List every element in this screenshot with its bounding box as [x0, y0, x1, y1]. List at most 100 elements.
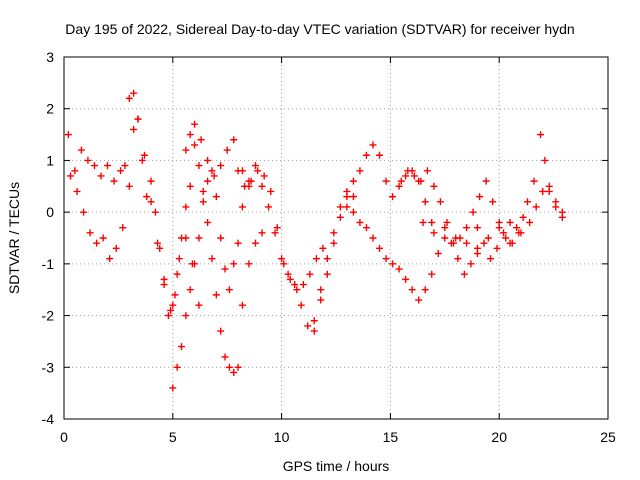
data-point	[143, 193, 151, 201]
data-point	[251, 162, 259, 170]
data-point	[441, 224, 449, 232]
data-point	[293, 286, 301, 294]
data-point	[502, 234, 510, 242]
data-point	[323, 270, 331, 278]
data-point	[362, 224, 370, 232]
data-point	[204, 177, 212, 185]
data-point	[523, 198, 531, 206]
axis-ticks: 0 5 10 15 20 25 -4 -3 -2 -1 0 1 2 3	[42, 49, 616, 445]
data-point	[267, 187, 275, 195]
data-point	[382, 255, 390, 263]
data-point	[389, 193, 397, 201]
data-point	[517, 229, 525, 237]
data-point	[423, 167, 431, 175]
data-point	[245, 260, 253, 268]
data-point	[156, 244, 164, 252]
data-point	[199, 198, 207, 206]
data-point	[460, 270, 468, 278]
data-point	[195, 234, 203, 242]
data-point	[260, 172, 268, 180]
data-point	[530, 177, 538, 185]
plot-data	[64, 89, 566, 392]
data-point	[280, 260, 288, 268]
data-point	[421, 286, 429, 294]
data-point	[110, 177, 118, 185]
data-point	[160, 275, 168, 283]
data-point	[454, 255, 462, 263]
data-point	[489, 198, 497, 206]
data-point	[356, 167, 364, 175]
data-point	[402, 172, 410, 180]
data-point	[125, 182, 133, 190]
data-point	[519, 213, 527, 221]
data-point	[175, 255, 183, 263]
data-point	[395, 265, 403, 273]
y-tick-label: 2	[46, 101, 54, 117]
data-point	[230, 368, 238, 376]
data-point	[97, 172, 105, 180]
data-point	[419, 218, 427, 226]
chart-title: Day 195 of 2022, Sidereal Day-to-day VTE…	[65, 21, 574, 37]
data-point	[463, 239, 471, 247]
data-point	[191, 120, 199, 128]
data-point	[254, 167, 262, 175]
data-point	[119, 224, 127, 232]
data-point	[238, 167, 246, 175]
data-point	[245, 177, 253, 185]
data-point	[186, 182, 194, 190]
data-point	[191, 141, 199, 149]
data-point	[182, 312, 190, 320]
data-point	[130, 125, 138, 133]
data-point	[495, 224, 503, 232]
data-point	[130, 89, 138, 97]
data-point	[241, 182, 249, 190]
data-point	[402, 275, 410, 283]
data-point	[217, 327, 225, 335]
data-point	[408, 286, 416, 294]
data-point	[258, 182, 266, 190]
data-point	[421, 198, 429, 206]
data-point	[430, 229, 438, 237]
data-point	[443, 218, 451, 226]
data-point	[382, 177, 390, 185]
data-point	[286, 275, 294, 283]
data-point	[164, 312, 172, 320]
data-point	[173, 270, 181, 278]
data-point	[86, 229, 94, 237]
data-point	[208, 255, 216, 263]
data-point	[134, 115, 142, 123]
data-point	[84, 156, 92, 164]
series-trace-6	[238, 162, 357, 330]
data-point	[343, 193, 351, 201]
data-point	[167, 306, 175, 314]
data-point	[480, 239, 488, 247]
data-point	[486, 255, 494, 263]
series-trace-1	[64, 89, 194, 320]
data-point	[234, 239, 242, 247]
data-point	[484, 234, 492, 242]
data-point	[441, 234, 449, 242]
data-point	[526, 218, 534, 226]
series-trace-3	[169, 167, 253, 392]
data-point	[349, 177, 357, 185]
data-point	[217, 234, 225, 242]
data-point	[271, 229, 279, 237]
data-point	[284, 270, 292, 278]
series-trace-10	[419, 131, 566, 258]
data-point	[67, 172, 75, 180]
data-point	[73, 187, 81, 195]
series-trace-4	[182, 131, 266, 376]
data-point	[336, 213, 344, 221]
data-point	[197, 136, 205, 144]
data-point	[545, 182, 553, 190]
data-point	[80, 208, 88, 216]
data-point	[463, 224, 471, 232]
data-point	[469, 208, 477, 216]
data-point	[541, 156, 549, 164]
data-point	[223, 146, 231, 154]
data-point	[410, 172, 418, 180]
data-point	[90, 162, 98, 170]
data-point	[71, 167, 79, 175]
data-point	[104, 162, 112, 170]
data-point	[230, 260, 238, 268]
